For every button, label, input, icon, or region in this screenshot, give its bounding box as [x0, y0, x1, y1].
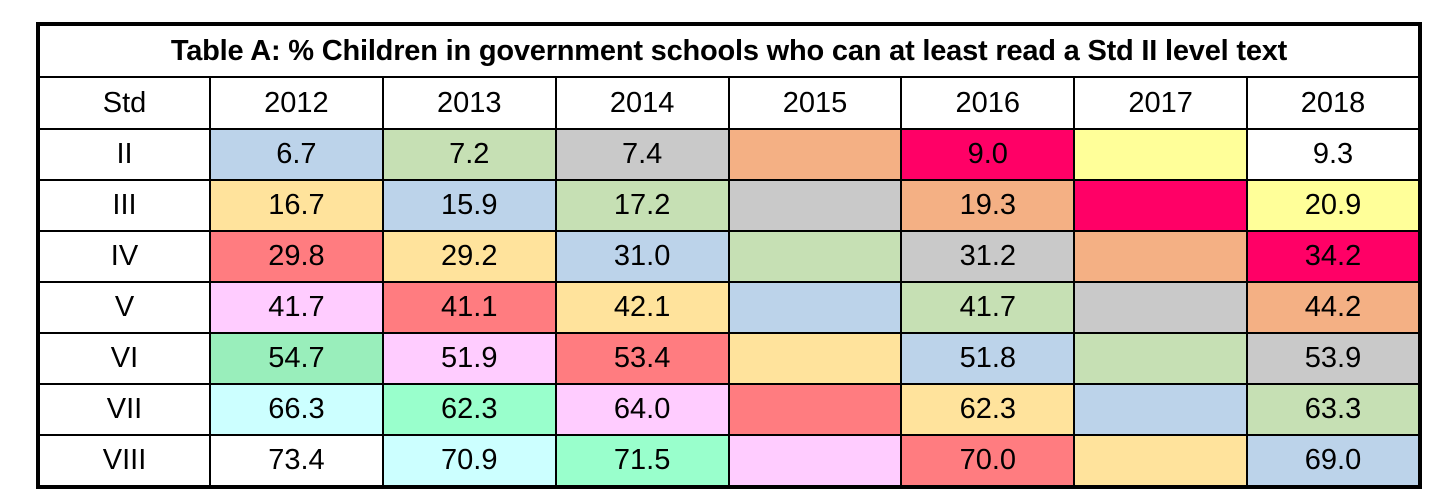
data-cell-VII-2013: 62.3 — [381, 383, 557, 436]
data-cell-VIII-2014: 71.5 — [554, 434, 730, 488]
data-cell-VI-2014: 53.4 — [554, 332, 730, 385]
data-cell-VIII-2015 — [727, 434, 903, 488]
data-cell-VII-2015 — [727, 383, 903, 436]
table-row: II 6.7 7.2 7.4 9.0 9.3 — [37, 128, 1421, 181]
table-row: VI 54.7 51.9 53.4 51.8 53.9 — [37, 332, 1421, 385]
data-cell-II-2015 — [727, 128, 903, 181]
data-cell-VI-2012: 54.7 — [209, 332, 384, 385]
row-label-VIII: VIII — [37, 434, 211, 488]
row-label-VII: VII — [37, 383, 211, 436]
row-label-VI: VI — [37, 332, 211, 385]
data-cell-V-2014: 42.1 — [554, 281, 730, 334]
data-cell-II-2013: 7.2 — [381, 128, 557, 181]
data-cell-VI-2016: 51.8 — [900, 332, 1076, 385]
table-title: Table A: % Children in government school… — [37, 23, 1421, 78]
row-label-III: III — [37, 179, 211, 232]
data-cell-III-2018: 20.9 — [1246, 179, 1421, 232]
data-cell-III-2014: 17.2 — [554, 179, 730, 232]
column-header-2015: 2015 — [727, 76, 903, 130]
column-header-2016: 2016 — [900, 76, 1076, 130]
data-cell-VI-2018: 53.9 — [1246, 332, 1421, 385]
row-label-IV: IV — [37, 230, 211, 283]
data-cell-IV-2012: 29.8 — [209, 230, 384, 283]
data-cell-III-2013: 15.9 — [381, 179, 557, 232]
row-label-II: II — [37, 128, 211, 181]
table-body: II 6.7 7.2 7.4 9.0 9.3 III 16.7 15.9 17.2 19.3 20.9… — [37, 128, 1421, 488]
data-cell-VIII-2012: 73.4 — [209, 434, 384, 488]
data-cell-V-2012: 41.7 — [209, 281, 384, 334]
data-cell-V-2013: 41.1 — [381, 281, 557, 334]
data-cell-VI-2017 — [1073, 332, 1249, 385]
column-header-2018: 2018 — [1246, 76, 1421, 130]
data-cell-II-2014: 7.4 — [554, 128, 730, 181]
data-cell-VII-2016: 62.3 — [900, 383, 1076, 436]
data-cell-II-2018: 9.3 — [1246, 128, 1421, 181]
data-cell-VII-2017 — [1073, 383, 1249, 436]
data-cell-II-2017 — [1073, 128, 1249, 181]
data-cell-V-2015 — [727, 281, 903, 334]
data-cell-III-2015 — [727, 179, 903, 232]
column-header-2013: 2013 — [381, 76, 557, 130]
data-cell-IV-2015 — [727, 230, 903, 283]
data-cell-II-2016: 9.0 — [900, 128, 1076, 181]
table-row: V 41.7 41.1 42.1 41.7 44.2 — [37, 281, 1421, 334]
data-cell-III-2016: 19.3 — [900, 179, 1076, 232]
data-cell-VII-2018: 63.3 — [1246, 383, 1421, 436]
table-row: IV 29.8 29.2 31.0 31.2 34.2 — [37, 230, 1421, 283]
data-cell-VI-2015 — [727, 332, 903, 385]
column-header-2012: 2012 — [209, 76, 384, 130]
data-cell-III-2012: 16.7 — [209, 179, 384, 232]
data-cell-VII-2012: 66.3 — [209, 383, 384, 436]
table-row: VII 66.3 62.3 64.0 62.3 63.3 — [37, 383, 1421, 436]
data-cell-VIII-2016: 70.0 — [900, 434, 1076, 488]
data-cell-IV-2013: 29.2 — [381, 230, 557, 283]
data-cell-VIII-2017 — [1073, 434, 1249, 488]
data-cell-III-2017 — [1073, 179, 1249, 232]
data-table: Table A: % Children in government school… — [36, 22, 1422, 489]
data-cell-V-2018: 44.2 — [1246, 281, 1421, 334]
data-cell-II-2012: 6.7 — [209, 128, 384, 181]
data-cell-IV-2018: 34.2 — [1246, 230, 1421, 283]
column-header-2014: 2014 — [554, 76, 730, 130]
data-cell-IV-2016: 31.2 — [900, 230, 1076, 283]
data-cell-VIII-2013: 70.9 — [381, 434, 557, 488]
table-row: III 16.7 15.9 17.2 19.3 20.9 — [37, 179, 1421, 232]
data-cell-VII-2014: 64.0 — [554, 383, 730, 436]
column-header-2017: 2017 — [1073, 76, 1249, 130]
row-label-V: V — [37, 281, 211, 334]
data-cell-VI-2013: 51.9 — [381, 332, 557, 385]
table-row: VIII 73.4 70.9 71.5 70.0 69.0 — [37, 434, 1421, 488]
data-cell-V-2017 — [1073, 281, 1249, 334]
data-cell-V-2016: 41.7 — [900, 281, 1076, 334]
data-cell-VIII-2018: 69.0 — [1246, 434, 1421, 488]
data-cell-IV-2014: 31.0 — [554, 230, 730, 283]
row-header-cell: Std — [37, 76, 211, 130]
data-cell-IV-2017 — [1073, 230, 1249, 283]
header-row: Std 2012 2013 2014 2015 2016 2017 2018 — [37, 76, 1421, 130]
